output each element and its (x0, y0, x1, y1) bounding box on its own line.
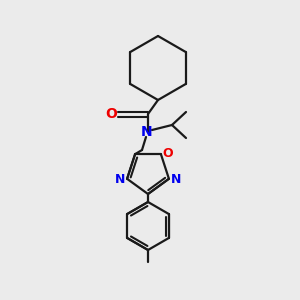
Text: O: O (105, 107, 117, 121)
Text: O: O (163, 147, 173, 160)
Text: N: N (115, 173, 125, 186)
Text: N: N (141, 125, 153, 139)
Text: N: N (171, 173, 181, 186)
